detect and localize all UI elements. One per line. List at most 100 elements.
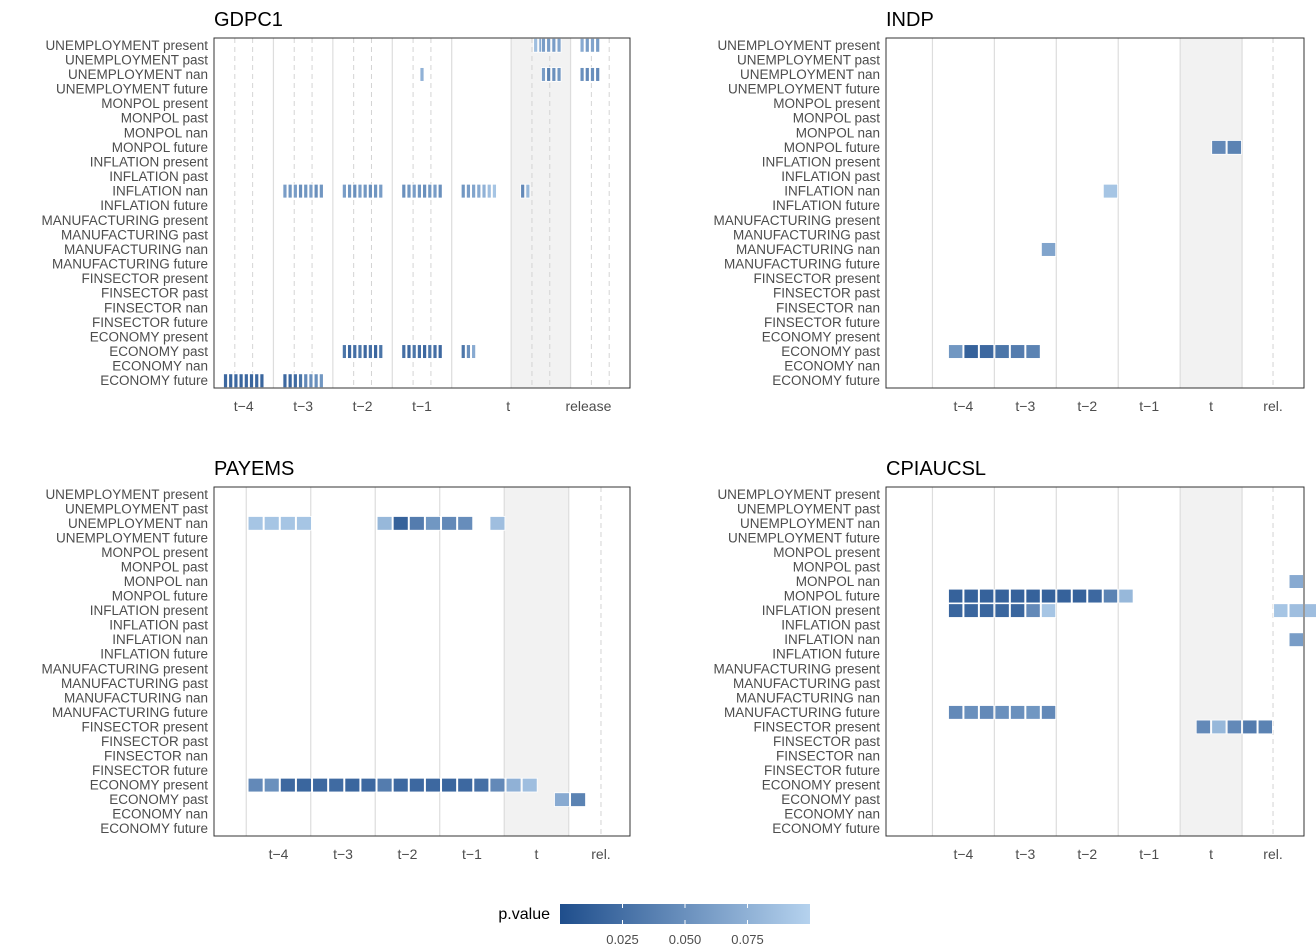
row-label: UNEMPLOYMENT present [717, 38, 880, 53]
x-tick-label: t−1 [1139, 398, 1159, 414]
heat-cell [259, 373, 265, 389]
heat-cell [541, 38, 546, 53]
heat-cell [460, 344, 466, 359]
heat-cell [312, 777, 328, 793]
x-tick-label: rel. [591, 846, 610, 862]
heat-cell [422, 344, 428, 359]
row-label: FINSECTOR future [764, 315, 880, 330]
row-label: MONPOL past [121, 559, 209, 574]
heat-cell [1242, 719, 1258, 735]
heat-cell [263, 516, 280, 531]
heat-cell [373, 183, 378, 199]
row-label: ECONOMY present [762, 329, 881, 344]
heat-cell [963, 588, 979, 604]
heat-cell [1087, 588, 1103, 604]
row-label: INFLATION past [781, 618, 880, 633]
row-label: MANUFACTURING future [52, 257, 208, 272]
heat-cell [392, 516, 409, 531]
row-label: MONPOL nan [124, 125, 208, 140]
row-label: INFLATION present [762, 154, 881, 169]
row-label: MONPOL past [793, 559, 881, 574]
heat-cell [416, 183, 422, 199]
heat-cell [979, 705, 995, 720]
row-label: ECONOMY nan [784, 807, 880, 822]
heat-cell [556, 38, 562, 53]
row-label: ECONOMY nan [112, 807, 208, 822]
row-label: MANUFACTURING nan [736, 242, 880, 257]
heat-cell [1102, 588, 1119, 604]
x-tick-label: t−3 [1015, 398, 1035, 414]
row-label: UNEMPLOYMENT future [56, 530, 208, 545]
heat-cell [347, 344, 352, 359]
heat-cell [546, 67, 552, 82]
row-label: ECONOMY present [90, 329, 209, 344]
heat-cell [352, 183, 358, 199]
row-label: MANUFACTURING past [733, 227, 880, 242]
row-label: INFLATION future [772, 647, 880, 662]
x-tick-label: t [1209, 846, 1213, 862]
legend-tick-label: 0.075 [731, 932, 764, 947]
heat-cell [579, 67, 585, 82]
heat-cell [481, 183, 487, 199]
heat-cell [520, 183, 526, 199]
heat-cell [441, 777, 457, 793]
row-label: UNEMPLOYMENT nan [740, 516, 880, 531]
heat-cell [318, 183, 324, 199]
heat-cell [1041, 705, 1057, 720]
row-label: MONPOL past [793, 111, 881, 126]
heat-cell [367, 183, 373, 199]
heat-cell [328, 777, 345, 793]
heat-cell [554, 792, 570, 807]
row-label: MONPOL nan [124, 574, 208, 589]
row-label: ECONOMY past [781, 344, 880, 359]
row-label: MONPOL future [112, 140, 208, 155]
heat-cell [525, 183, 531, 199]
panel-title: GDPC1 [214, 9, 283, 31]
row-label: ECONOMY future [100, 821, 208, 836]
row-label: INFLATION past [109, 618, 208, 633]
row-label: FINSECTOR present [753, 271, 880, 286]
heat-cell [963, 603, 979, 618]
x-tick-label: t−1 [1139, 846, 1159, 862]
panel-title: PAYEMS [214, 458, 294, 480]
heat-cell [378, 344, 384, 359]
heat-cell [994, 588, 1010, 604]
row-label: FINSECTOR present [81, 719, 208, 734]
heat-cell [282, 183, 288, 199]
heat-cell [579, 38, 585, 53]
row-label: UNEMPLOYMENT past [737, 501, 880, 516]
x-tick-label: t−4 [953, 846, 973, 862]
panel-border [885, 37, 1305, 389]
heat-cell [411, 344, 417, 359]
panel-border [213, 486, 631, 837]
heat-cell [1273, 603, 1289, 618]
panel-border [885, 486, 1305, 837]
x-tick-label: rel. [1263, 846, 1282, 862]
legend-tick-label: 0.025 [606, 932, 639, 947]
heat-cell [313, 373, 319, 389]
row-label: MANUFACTURING past [61, 676, 208, 691]
heat-cell [298, 373, 303, 389]
row-label: MANUFACTURING present [713, 213, 880, 228]
x-tick-label: t [506, 398, 510, 414]
heat-cell [1071, 588, 1088, 604]
x-tick-label: t−2 [398, 846, 418, 862]
row-label: INFLATION present [90, 154, 209, 169]
heat-cell [313, 183, 319, 199]
x-tick-label: release [565, 398, 611, 414]
x-tick-label: t−3 [293, 398, 313, 414]
row-label: FINSECTOR past [773, 286, 880, 301]
heat-cell [533, 38, 539, 53]
row-label: FINSECTOR present [753, 719, 880, 734]
row-label: ECONOMY nan [112, 359, 208, 374]
row-label: ECONOMY past [109, 344, 208, 359]
heat-cell [1226, 719, 1242, 735]
row-label: FINSECTOR future [92, 315, 208, 330]
heat-cell [1288, 603, 1304, 618]
heat-cell [408, 516, 425, 531]
row-label: UNEMPLOYMENT past [65, 501, 208, 516]
heat-cell [1257, 719, 1273, 735]
x-tick-label: rel. [1263, 398, 1282, 414]
